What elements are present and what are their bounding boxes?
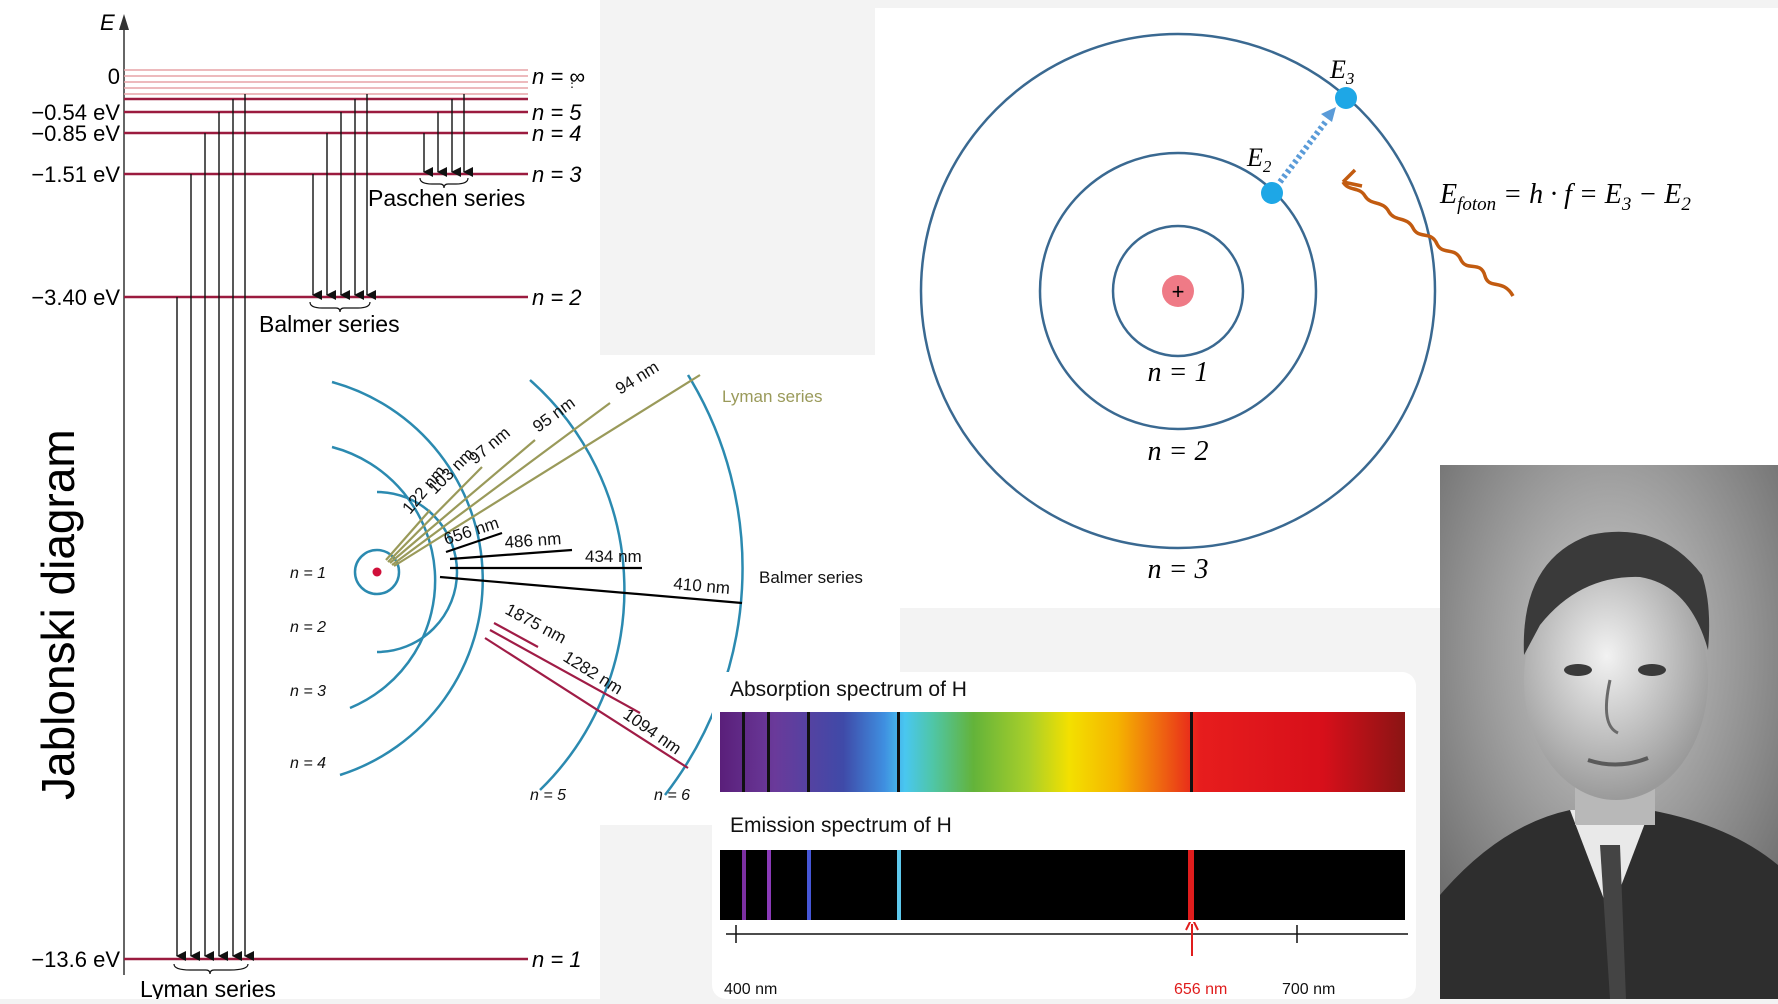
n-label-4: n = 4	[532, 121, 582, 146]
orbit-n1	[1111, 224, 1245, 358]
high-levels	[124, 69, 528, 95]
energy-label-0: 0	[108, 64, 120, 89]
e2-label: E2	[1246, 143, 1272, 176]
paschen-lines	[484, 622, 689, 769]
ring-n6	[664, 374, 744, 796]
lyman-series-label: Lyman series	[140, 976, 276, 999]
marker-656-head	[1185, 922, 1199, 931]
e3-label: E3	[1329, 55, 1354, 88]
nucleus	[1162, 275, 1194, 307]
ring-n2	[376, 490, 459, 654]
energy-label-n5: −0.54 eV	[31, 100, 120, 125]
lyman-97nm: 97 nm	[465, 423, 513, 468]
energy-label-n1: −13.6 eV	[31, 947, 120, 972]
balmer-arrows	[312, 94, 376, 300]
portrait-face	[1524, 560, 1708, 800]
paschen-arrows	[423, 94, 473, 177]
orbit-label-n2: n = 2	[1148, 436, 1209, 467]
em-line-486	[807, 850, 811, 920]
emission-title: Emission spectrum of H	[730, 814, 952, 837]
em-line-434	[767, 850, 771, 920]
lyman-94nm: 94 nm	[612, 357, 662, 398]
abs-line-434	[767, 712, 770, 792]
n-label-inf: n = ∞	[532, 64, 585, 89]
balmer-brace	[309, 301, 371, 313]
energy-label-n3: −1.51 eV	[31, 162, 120, 187]
balmer-series-title: Balmer series	[759, 568, 863, 587]
emission-spectrum	[720, 850, 1405, 920]
ring-n4	[331, 380, 484, 777]
paschen-1875nm: 1875 nm	[502, 600, 569, 648]
portrait-tie	[1600, 845, 1626, 999]
photon-energy-formula: Efoton = h · f = E3 − E2	[1439, 179, 1691, 215]
axis-label-400: 400 nm	[724, 981, 777, 998]
portrait-eye-left	[1564, 664, 1592, 676]
abs-line-486	[807, 712, 810, 792]
ring-n3	[331, 445, 437, 710]
absorption-title: Absorption spectrum of H	[730, 678, 967, 701]
orbit-n5-label: n = 5	[530, 787, 566, 804]
transition-arrow-head	[1321, 107, 1336, 122]
lyman-95nm: 95 nm	[529, 393, 578, 436]
lyman-brace	[173, 963, 249, 975]
orbit-n3-label: n = 3	[290, 683, 326, 700]
n-label-2: n = 2	[532, 285, 582, 310]
portrait-nose	[1604, 679, 1619, 735]
em-line-410	[742, 850, 746, 920]
energy-axis-arrow	[119, 14, 129, 30]
orbit-label-n3: n = 3	[1148, 554, 1209, 585]
transition-arrow	[1277, 118, 1330, 184]
electron-e3	[1335, 87, 1357, 109]
orbit-n6-label: n = 6	[654, 787, 690, 804]
n-dots: ⋮	[566, 76, 578, 90]
balmer-434nm: 434 nm	[585, 547, 642, 566]
orbit-n4-label: n = 4	[290, 755, 326, 772]
portrait-mouth	[1587, 756, 1649, 767]
axis-label-656: 656 nm	[1174, 981, 1227, 998]
orbit-n2	[1038, 151, 1318, 431]
ring-n1	[353, 548, 401, 596]
abs-line-656	[1190, 712, 1193, 792]
n-label-3: n = 3	[532, 162, 582, 187]
balmer-486nm: 486 nm	[504, 529, 562, 552]
energy-label-n4: −0.85 eV	[31, 121, 120, 146]
lyman-lines	[385, 374, 701, 567]
em-line-656	[1188, 850, 1194, 920]
balmer-lines	[439, 531, 743, 605]
n-label-1: n = 1	[532, 947, 582, 972]
absorption-spectrum	[720, 712, 1405, 792]
photon-arrow-head	[1341, 168, 1363, 188]
orbit-n3	[919, 32, 1437, 550]
paschen-brace	[419, 177, 469, 189]
orbit-label-n1: n = 1	[1148, 357, 1209, 388]
photon-wave	[1341, 180, 1515, 297]
n-label-5: n = 5	[532, 100, 582, 125]
hydrogen-spectra-panel: Absorption spectrum of H Emission spectr…	[712, 672, 1416, 999]
abs-line-a	[897, 712, 900, 792]
axis-label-700: 700 nm	[1282, 981, 1335, 998]
energy-label-n2: −3.40 eV	[31, 285, 120, 310]
orbit-nucleus	[372, 567, 382, 577]
lyman-arrows	[176, 94, 254, 961]
lyman-series-title: Lyman series	[722, 387, 822, 406]
em-line-a	[897, 850, 901, 920]
portrait-eye-right	[1638, 664, 1666, 676]
electron-e2	[1261, 182, 1283, 204]
balmer-410nm: 410 nm	[673, 574, 731, 598]
jablonski-title: Jablonski diagram	[32, 429, 84, 800]
paschen-series-label: Paschen series	[368, 185, 525, 211]
nucleus-charge: +	[1172, 279, 1185, 304]
orbit-n1-label: n = 1	[290, 565, 326, 582]
orbit-n2-label: n = 2	[290, 619, 326, 636]
energy-axis-label: E	[100, 10, 115, 35]
abs-line-410	[742, 712, 745, 792]
portrait-hair	[1523, 531, 1710, 655]
portrait-photo	[1440, 465, 1778, 999]
balmer-series-label: Balmer series	[259, 311, 400, 337]
